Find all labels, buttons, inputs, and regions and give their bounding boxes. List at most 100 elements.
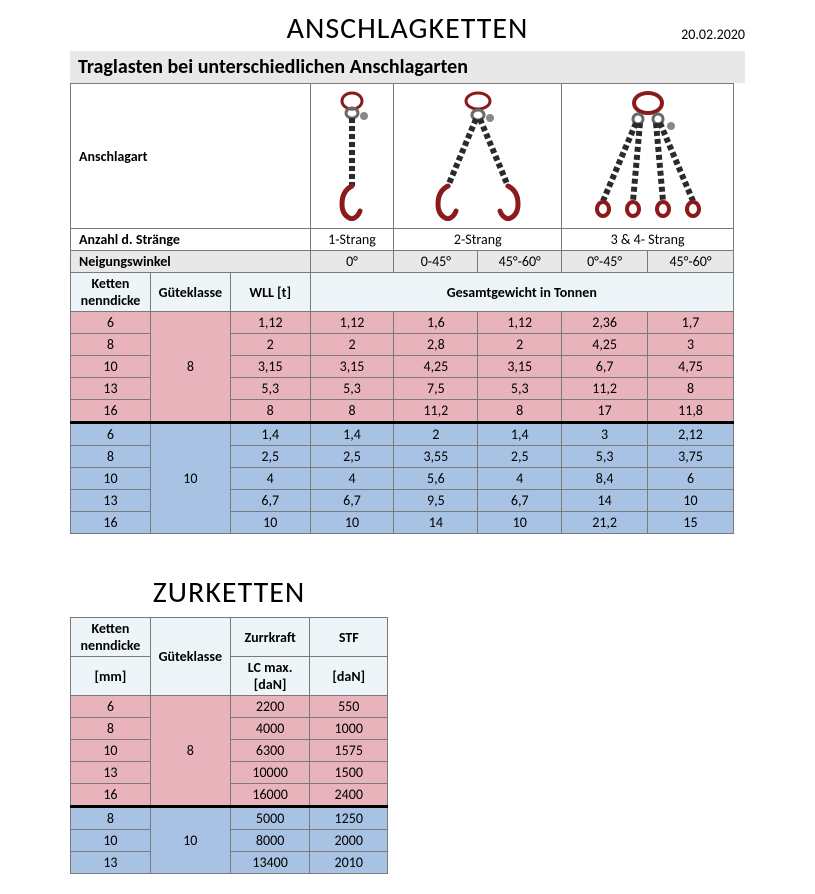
angle-2: 45°-60° bbox=[478, 251, 562, 273]
table-cell: 10 bbox=[71, 356, 151, 378]
angle-0: 0° bbox=[310, 251, 394, 273]
table-cell: 16000 bbox=[230, 784, 310, 807]
table-cell: 10 bbox=[310, 512, 394, 534]
ketten-header: Ketten nenndicke bbox=[71, 273, 151, 312]
table-cell: 4 bbox=[310, 468, 394, 490]
table-cell: 10 bbox=[478, 512, 562, 534]
table-cell: 1250 bbox=[310, 807, 388, 830]
z-stf-header: STF bbox=[310, 618, 388, 657]
table-cell: 4,25 bbox=[394, 356, 478, 378]
table-cell: 2010 bbox=[310, 852, 388, 874]
angle-3: 0°-45° bbox=[562, 251, 648, 273]
table-cell: 3 bbox=[562, 423, 648, 446]
table-cell: 16 bbox=[71, 400, 151, 423]
table-cell: 5000 bbox=[230, 807, 310, 830]
table-cell: 1,4 bbox=[310, 423, 394, 446]
table-cell: 1,6 bbox=[394, 312, 478, 334]
table-cell: 13 bbox=[71, 490, 151, 512]
table-cell: 4 bbox=[230, 468, 310, 490]
table-cell: 2,5 bbox=[478, 446, 562, 468]
table-cell: 2,36 bbox=[562, 312, 648, 334]
table-cell: 8 bbox=[71, 446, 151, 468]
strang-2: 2-Strang bbox=[394, 229, 562, 251]
section-title: Traglasten bei unterschiedlichen Anschla… bbox=[70, 51, 745, 83]
neigung-label: Neigungswinkel bbox=[71, 251, 311, 273]
table-cell: 8 bbox=[71, 807, 151, 830]
table-cell: 11,2 bbox=[394, 400, 478, 423]
z-zurrkraft-header: Zurrkraft bbox=[230, 618, 310, 657]
table-cell: 3,15 bbox=[230, 356, 310, 378]
table-cell: 1,12 bbox=[310, 312, 394, 334]
gueteklasse-cell: 8 bbox=[150, 696, 230, 807]
table-cell: 10000 bbox=[230, 762, 310, 784]
table-cell: 1,12 bbox=[478, 312, 562, 334]
table-cell: 10 bbox=[71, 740, 151, 762]
table-cell: 2 bbox=[310, 334, 394, 356]
table-cell: 3,15 bbox=[310, 356, 394, 378]
table-cell: 2000 bbox=[310, 830, 388, 852]
table-cell: 1000 bbox=[310, 718, 388, 740]
table-cell: 6,7 bbox=[230, 490, 310, 512]
table-cell: 1500 bbox=[310, 762, 388, 784]
strang-34: 3 & 4- Strang bbox=[562, 229, 734, 251]
table-cell: 3,55 bbox=[394, 446, 478, 468]
gueteklasse-cell: 10 bbox=[150, 423, 230, 534]
table-cell: 8 bbox=[310, 400, 394, 423]
table-cell: 5,6 bbox=[394, 468, 478, 490]
z-mm-header: [mm] bbox=[71, 657, 151, 696]
table-cell: 8 bbox=[230, 400, 310, 423]
table-cell: 6300 bbox=[230, 740, 310, 762]
table-cell: 14 bbox=[394, 512, 478, 534]
table-cell: 7,5 bbox=[394, 378, 478, 400]
table-cell: 1,7 bbox=[648, 312, 734, 334]
zurketten-table: Ketten nenndicke Güteklasse Zurrkraft ST… bbox=[70, 617, 388, 874]
table-cell: 2400 bbox=[310, 784, 388, 807]
chain-2-strang-icon bbox=[394, 84, 562, 229]
table-cell: 8000 bbox=[230, 830, 310, 852]
table-cell: 10 bbox=[648, 490, 734, 512]
table-cell: 2,5 bbox=[310, 446, 394, 468]
table-cell: 11,8 bbox=[648, 400, 734, 423]
table-cell: 10 bbox=[230, 512, 310, 534]
gueteklasse-header: Güteklasse bbox=[150, 273, 230, 312]
table-cell: 5,3 bbox=[310, 378, 394, 400]
angle-4: 45°-60° bbox=[648, 251, 734, 273]
gueteklasse-cell: 10 bbox=[150, 807, 230, 874]
table-cell: 9,5 bbox=[394, 490, 478, 512]
z-dan-header: [daN] bbox=[310, 657, 388, 696]
table-cell: 6 bbox=[648, 468, 734, 490]
table-cell: 5,3 bbox=[478, 378, 562, 400]
table-cell: 3 bbox=[648, 334, 734, 356]
table-cell: 6,7 bbox=[310, 490, 394, 512]
table-cell: 2,12 bbox=[648, 423, 734, 446]
z-lc-header: LC max. [daN] bbox=[230, 657, 310, 696]
table-cell: 13400 bbox=[230, 852, 310, 874]
table-cell: 6,7 bbox=[562, 356, 648, 378]
table-cell: 4,75 bbox=[648, 356, 734, 378]
chain-1-strang-icon bbox=[310, 84, 394, 229]
table-cell: 8 bbox=[478, 400, 562, 423]
table-cell: 6 bbox=[71, 423, 151, 446]
table-cell: 11,2 bbox=[562, 378, 648, 400]
table-cell: 3,15 bbox=[478, 356, 562, 378]
table-cell: 17 bbox=[562, 400, 648, 423]
table-cell: 14 bbox=[562, 490, 648, 512]
straenge-label: Anzahl d. Stränge bbox=[71, 229, 311, 251]
table-cell: 21,2 bbox=[562, 512, 648, 534]
traglasten-table: Anschlagart bbox=[70, 83, 734, 534]
z-gueteklasse-header: Güteklasse bbox=[150, 618, 230, 696]
table-cell: 8 bbox=[71, 334, 151, 356]
table-cell: 1,4 bbox=[478, 423, 562, 446]
chain-34-strang-icon bbox=[562, 84, 734, 229]
table-cell: 13 bbox=[71, 762, 151, 784]
zurketten-title: ZURKETTEN bbox=[70, 574, 388, 611]
table-cell: 1,12 bbox=[230, 312, 310, 334]
table-cell: 10 bbox=[71, 830, 151, 852]
table-cell: 2200 bbox=[230, 696, 310, 718]
anschlagart-label: Anschlagart bbox=[71, 84, 311, 229]
table-cell: 4 bbox=[478, 468, 562, 490]
table-cell: 2,8 bbox=[394, 334, 478, 356]
table-cell: 13 bbox=[71, 852, 151, 874]
table-cell: 2 bbox=[230, 334, 310, 356]
table-cell: 3,75 bbox=[648, 446, 734, 468]
